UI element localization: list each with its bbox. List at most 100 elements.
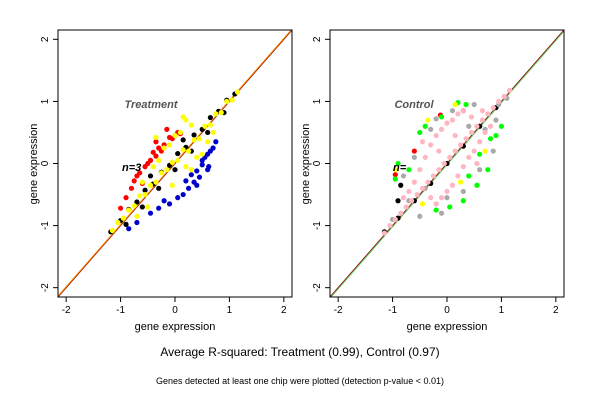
treatment-data-point — [229, 97, 235, 103]
treatment-data-point — [191, 137, 197, 143]
control-data-point — [417, 167, 423, 173]
control-data-point — [433, 201, 439, 207]
control-data-point — [398, 210, 404, 216]
control-data-point — [411, 154, 417, 160]
control-data-point — [458, 179, 464, 185]
control-data-point — [490, 148, 496, 154]
treatment-data-point — [164, 126, 170, 132]
treatment-data-point — [137, 193, 143, 199]
treatment-data-point — [199, 162, 205, 168]
control-y-tick-label: 1 — [312, 98, 323, 104]
treatment-annotation: n=3 — [122, 162, 141, 174]
control-data-point — [411, 148, 417, 154]
control-data-point — [490, 105, 496, 111]
treatment-data-point — [207, 114, 213, 121]
control-data-point — [419, 201, 426, 207]
control-data-point — [428, 195, 434, 201]
treatment-data-point — [210, 129, 216, 136]
control-data-point — [392, 216, 398, 222]
control-data-point — [455, 111, 461, 117]
control-y-tick-label: 2 — [312, 36, 323, 42]
control-y-tick-label: -1 — [312, 221, 323, 230]
control-data-point — [452, 101, 458, 108]
control-data-point — [468, 114, 475, 120]
control-data-point — [466, 154, 472, 160]
treatment-data-point — [150, 149, 156, 155]
control-title: Control — [394, 99, 434, 111]
control-data-point — [447, 204, 453, 210]
treatment-data-point — [186, 185, 192, 191]
control-data-point — [406, 167, 412, 173]
treatment-data-point — [153, 179, 159, 185]
treatment-data-point — [183, 164, 189, 170]
control-data-point — [422, 154, 428, 160]
treatment-data-point — [117, 205, 124, 211]
control-data-point — [452, 148, 458, 154]
control-data-point — [452, 132, 458, 139]
treatment-axis-ticks: -2 -1 0 1 2 -2 -1 0 1 2 — [40, 36, 287, 316]
treatment-data-point — [207, 122, 213, 128]
control-data-point — [436, 148, 442, 154]
treatment-reference-lines — [58, 30, 292, 297]
treatment-data-point — [128, 185, 135, 191]
treatment-data-point — [194, 168, 200, 174]
treatment-x-tick-label: 2 — [281, 305, 287, 316]
treatment-reference-line — [58, 30, 292, 297]
treatment-data-point — [218, 109, 224, 116]
treatment-data-point — [134, 173, 140, 179]
control-data-point — [477, 151, 483, 157]
control-data-point — [411, 179, 417, 185]
control-data-point — [422, 123, 428, 129]
control-data-point — [487, 136, 494, 142]
control-data-point — [395, 198, 401, 204]
treatment-data-point — [139, 179, 145, 185]
treatment-data-point — [234, 89, 241, 95]
treatment-data-point — [109, 227, 116, 234]
control-data-point — [438, 126, 445, 132]
treatment-data-point — [175, 150, 181, 157]
control-data-point — [438, 210, 445, 216]
control-data-point — [449, 108, 456, 114]
treatment-x-axis-label: gene expression — [135, 321, 216, 333]
treatment-data-point — [166, 201, 173, 207]
control-data-point — [417, 129, 423, 136]
treatment-data-point — [126, 207, 132, 213]
treatment-title: Treatment — [125, 99, 179, 111]
control-data-point — [501, 93, 507, 100]
control-data-point — [466, 123, 472, 129]
treatment-x-tick-label: 1 — [227, 305, 233, 316]
control-data-point — [392, 167, 398, 173]
treatment-data-point — [134, 213, 140, 219]
control-data-point — [482, 148, 488, 154]
control-data-point — [441, 160, 447, 167]
treatment-data-point — [169, 182, 175, 188]
control-data-point — [425, 179, 431, 185]
treatment-data-point — [150, 164, 156, 170]
treatment-data-point — [123, 221, 129, 227]
control-data-point — [444, 188, 450, 195]
treatment-data-point — [191, 132, 197, 138]
control-data-point — [482, 129, 488, 136]
treatment-panel: -2 -1 0 1 2 -2 -1 0 1 2 Treatment n=3 gene expres… — [28, 29, 293, 333]
control-data-point — [433, 207, 439, 213]
control-x-tick-label: 0 — [444, 305, 450, 316]
treatment-y-tick-label: 2 — [40, 36, 51, 42]
control-points — [381, 87, 513, 236]
treatment-data-point — [180, 137, 186, 143]
figure-caption: Average R-squared: Treatment (0.99), Con… — [160, 345, 440, 359]
treatment-data-point — [153, 139, 159, 145]
treatment-data-point — [142, 191, 148, 198]
treatment-data-point — [134, 219, 140, 226]
treatment-y-tick-label: -1 — [40, 221, 51, 230]
control-data-point — [474, 182, 480, 188]
control-annotation: n= — [393, 162, 407, 174]
control-x-tick-label: 2 — [553, 305, 559, 316]
treatment-data-point — [120, 215, 126, 221]
treatment-data-point — [196, 136, 203, 142]
figure-footnote: Genes detected at least one chip were pl… — [156, 376, 444, 386]
control-data-point — [447, 154, 453, 160]
control-data-point — [458, 142, 464, 148]
control-data-point — [493, 132, 499, 139]
treatment-data-point — [199, 157, 205, 163]
control-data-point — [428, 142, 434, 148]
